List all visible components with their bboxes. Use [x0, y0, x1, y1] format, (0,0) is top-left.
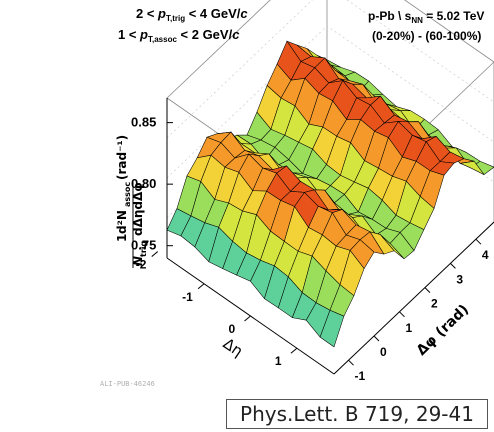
eta-tick [197, 283, 205, 290]
trigger-pt-cut: 2 < pT,trig < 4 GeV/c [136, 6, 248, 23]
phi-tick-label: 1 [405, 321, 412, 335]
phi-axis-title: Δφ (rad) [414, 302, 472, 359]
phi-tick-label: 4 [482, 248, 489, 262]
centrality-label: (0-20%) - (60-100%) [372, 29, 482, 43]
back-wall-gridline [166, 25, 494, 179]
eta-tick [290, 347, 298, 354]
assoc-pt-cut: 1 < pT,assoc < 2 GeV/c [118, 27, 240, 44]
z-title-frac-one: 1 [115, 234, 129, 242]
surface-cell [319, 309, 345, 348]
eta-tick-label: 1 [275, 354, 282, 368]
reference-box: Phys.Lett. B 719, 29-41 [226, 399, 488, 429]
frame-edge [404, 0, 494, 63]
phi-axis-line [333, 221, 494, 375]
reference-text: Phys.Lett. B 719, 29-41 [240, 402, 474, 426]
eta-tick-label: -1 [182, 290, 193, 304]
eta-tick [244, 315, 251, 322]
z-title-unit: (rad⁻¹) [115, 135, 129, 180]
z-title-numerator-sub: assoc [123, 182, 132, 207]
eta-tick [151, 251, 159, 257]
phi-tick [399, 311, 405, 318]
frame-edge [166, 0, 271, 99]
phi-tick [475, 238, 482, 245]
eta-tick-label: 0 [229, 322, 236, 336]
collision-system-label: p-Pb \ sNN = 5.02 TeV [368, 9, 485, 25]
z-title-ntrig: N [131, 256, 145, 266]
z-tick-label: 0.75 [131, 238, 156, 253]
phi-tick-label: 0 [380, 345, 387, 359]
phi-tick [450, 263, 456, 269]
z-title-denominator: dΔηdΔφ [131, 182, 145, 236]
z-tick-label: 0.80 [131, 176, 156, 191]
phi-tick-label: 2 [431, 297, 438, 311]
phi-tick-label: -1 [355, 369, 366, 380]
back-wall-gridline [166, 0, 494, 139]
phi-tick [424, 287, 431, 293]
z-title-numerator: d²N [115, 210, 129, 234]
eta-tick-label: -2 [136, 258, 147, 272]
figure-id: ALI-PUB-46246 [100, 380, 155, 388]
z-tick-label: 0.85 [131, 115, 156, 130]
phi-tick-label: 3 [456, 272, 463, 286]
phi-tick [348, 359, 354, 366]
phi-tick [373, 335, 380, 342]
eta-axis-title: Δη [220, 334, 246, 360]
z-title-ntrig-sub: trig [139, 240, 148, 257]
